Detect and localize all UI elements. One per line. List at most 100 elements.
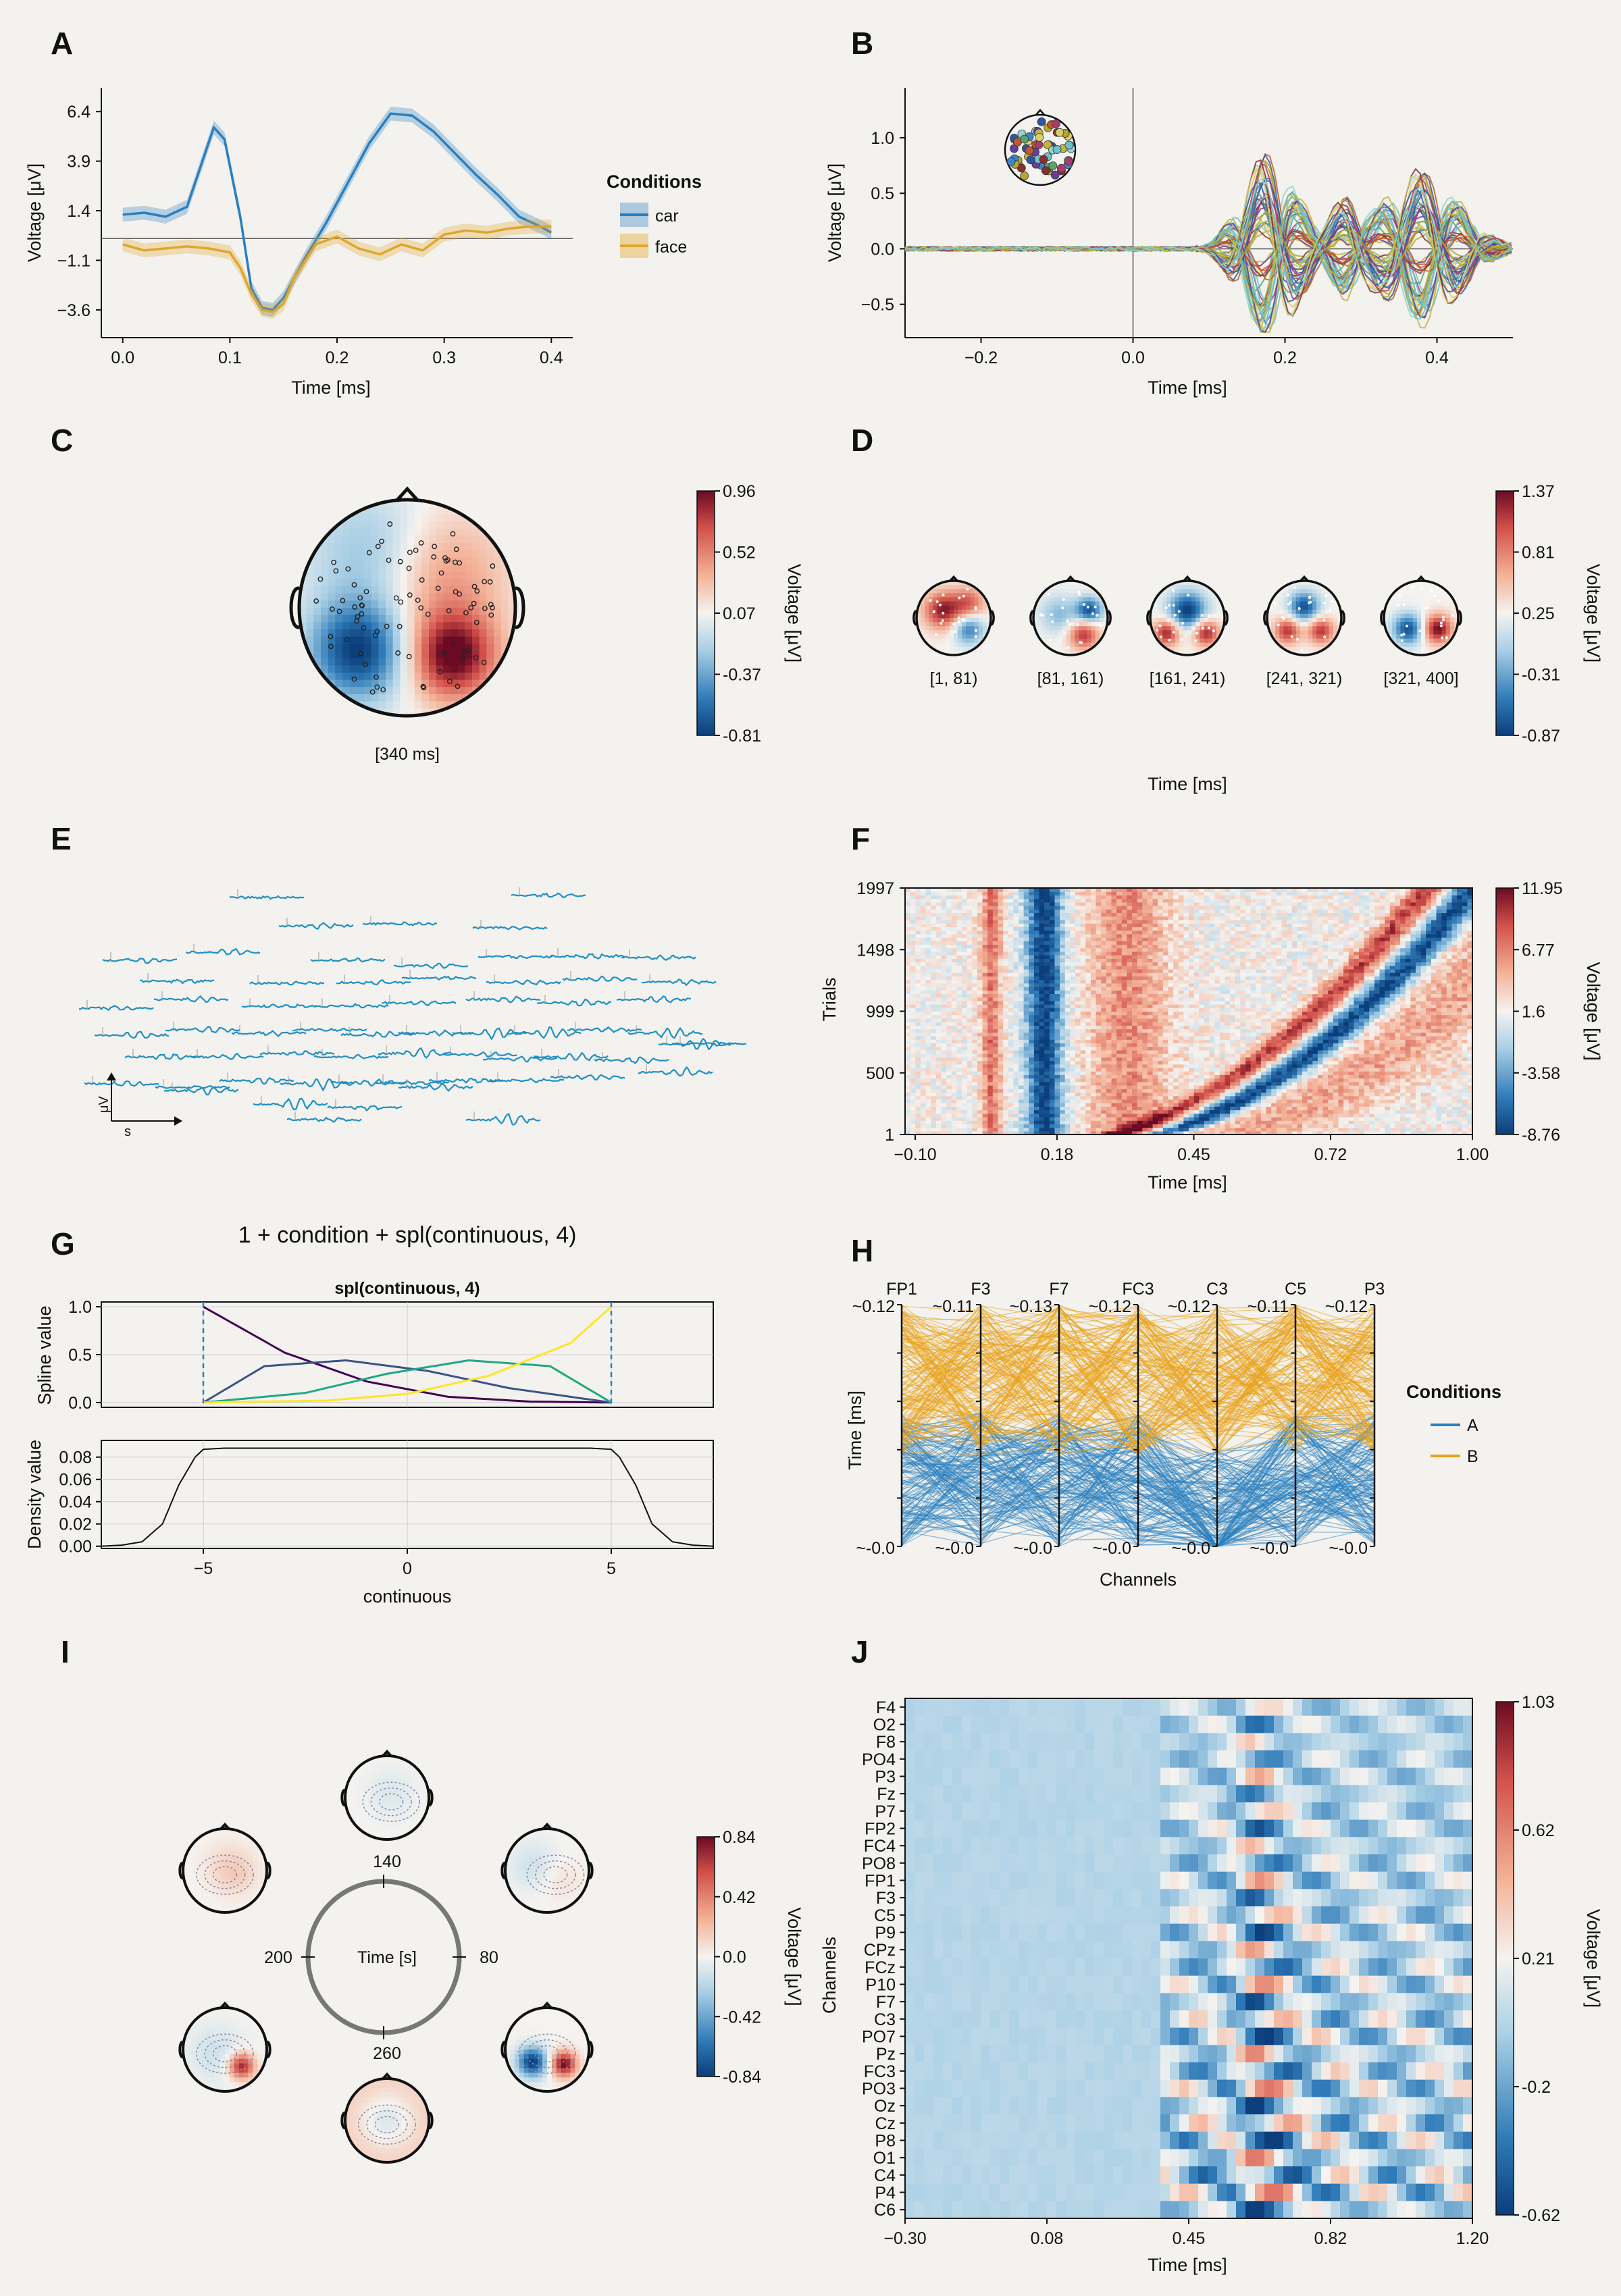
f-heat-cell [1178, 1089, 1184, 1093]
f-heat-cell [1354, 1099, 1360, 1103]
topo-cell [1437, 601, 1443, 606]
f-heat-cell [1379, 1095, 1385, 1100]
f-heat-cell [935, 1120, 942, 1124]
f-heat-cell [1302, 1085, 1308, 1089]
topo-cell [429, 636, 437, 644]
e-channel-trace [165, 1026, 240, 1034]
topo-cell [1183, 618, 1188, 623]
f-heat-cell [1147, 1103, 1154, 1107]
f-heat-cell [1003, 1092, 1009, 1097]
topo-cell [1308, 609, 1313, 615]
f-heat-cell [1054, 1116, 1060, 1121]
f-heat-cell [1039, 1110, 1045, 1114]
topo-cell [1071, 630, 1075, 635]
topo-cell [500, 629, 509, 637]
topo-cell [1287, 593, 1293, 598]
topo-cell [1392, 618, 1397, 623]
electrode-marker [1050, 613, 1053, 617]
topo-cell [962, 605, 967, 610]
a-ytick-label: −1.1 [57, 251, 91, 270]
topo-cell [966, 613, 971, 619]
topo-cell [1449, 630, 1455, 635]
topo-cell [954, 622, 958, 627]
topo-cell [335, 565, 343, 573]
topo-cell [342, 658, 351, 666]
f-heat-cell [1193, 1110, 1200, 1114]
f-heat-cell [1302, 1124, 1308, 1128]
f-heat-cell [1235, 1074, 1241, 1079]
topo-cell [1295, 601, 1301, 606]
topo-cell [1416, 589, 1422, 594]
topo-cell [357, 629, 365, 637]
topo-cell [1087, 601, 1092, 606]
f-heat-cell [1451, 1116, 1458, 1121]
f-heat-cell [931, 1081, 937, 1086]
f-heat-cell [1359, 1099, 1365, 1103]
electrode-marker [1324, 594, 1328, 597]
f-heat-cell [1230, 1124, 1236, 1128]
topo-cell [1316, 638, 1322, 644]
f-heat-cell [1312, 1106, 1318, 1111]
f-heat-cell [1168, 1078, 1174, 1082]
f-heat-cell [1462, 1113, 1468, 1118]
topo-cell [1037, 642, 1042, 648]
topo-cell [1066, 589, 1071, 594]
f-heat-cell [1090, 1127, 1097, 1132]
f-heat-cell [1400, 1113, 1406, 1118]
topo-cell [1312, 597, 1317, 602]
topo-cell [1058, 589, 1063, 594]
topo-cell [1429, 585, 1434, 590]
f-heat-cell [1354, 1106, 1360, 1111]
f-heat-cell [1374, 1113, 1381, 1118]
topo-cell [1291, 597, 1297, 602]
topo-cell [1091, 630, 1096, 635]
f-heat-cell [1193, 1106, 1200, 1111]
f-heat-cell [967, 1099, 973, 1103]
f-heat-cell [1436, 1099, 1442, 1103]
topo-cell [945, 585, 950, 590]
f-heat-cell [1462, 1124, 1468, 1128]
topo-cell [1433, 634, 1439, 640]
f-heat-cell [1416, 1095, 1422, 1100]
f-heat-cell [941, 1130, 947, 1135]
topo-cell [465, 636, 473, 644]
topo-cell [1275, 626, 1280, 631]
topo-cell [400, 593, 408, 601]
topo-cell [357, 593, 365, 601]
f-heat-cell [1405, 1124, 1411, 1128]
f-heat-cell [1013, 1103, 1019, 1107]
topo-cell [328, 658, 336, 666]
f-heat-cell [905, 1110, 911, 1114]
topo-cell [414, 579, 422, 587]
a-ytick-label: 3.9 [67, 153, 91, 172]
topo-cell [1275, 646, 1280, 652]
f-heat-cell [972, 1106, 978, 1111]
topo-cell [328, 651, 336, 659]
topo-cell [986, 613, 991, 619]
f-heat-cell [1085, 1099, 1091, 1103]
f-heat-cell [1379, 1127, 1385, 1132]
topo-cell [451, 622, 459, 630]
topo-cell [941, 646, 946, 652]
topo-cell [1337, 650, 1341, 655]
topo-cell [378, 651, 386, 659]
topo-cell [1162, 613, 1168, 619]
f-heat-cell [1008, 1092, 1014, 1097]
f-heat-cell [1400, 1092, 1406, 1097]
topo-cell [457, 528, 465, 536]
f-heat-cell [1193, 1099, 1200, 1103]
topo-cell [371, 622, 379, 630]
topo-cell [357, 673, 365, 681]
topo-cell [1200, 585, 1205, 590]
topo-cell [1433, 601, 1439, 606]
topo-cell [1087, 642, 1092, 648]
f-heat-cell [1090, 1124, 1097, 1128]
topo-cell [1158, 638, 1163, 644]
inset-channel [1056, 163, 1066, 173]
topo-cell [1384, 609, 1389, 615]
f-heat-cell [1359, 1092, 1365, 1097]
topo-cell [921, 630, 925, 635]
f-heat-cell [1137, 1124, 1143, 1128]
electrode-marker [393, 595, 399, 601]
